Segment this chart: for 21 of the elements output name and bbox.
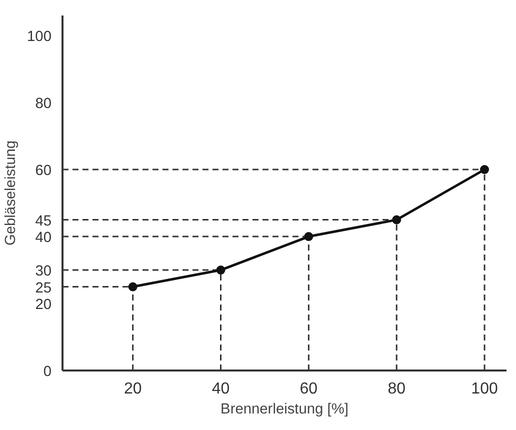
- point: [304, 232, 314, 242]
- point: [128, 282, 138, 292]
- y-tick-label: 60: [35, 163, 52, 180]
- y-tick-label: 25: [35, 280, 52, 296]
- point: [216, 266, 226, 275]
- y-tick-label: 0: [43, 364, 52, 380]
- x-tick-label: 20: [124, 380, 142, 398]
- y-tick-label: 80: [35, 96, 52, 112]
- x-tick-label: 80: [388, 380, 406, 398]
- y-tick-label: 20: [35, 297, 52, 314]
- x-tick-label: 40: [212, 380, 230, 398]
- x-tick-label: 60: [300, 380, 318, 398]
- point: [392, 215, 402, 224]
- y-tick-label: 100: [27, 29, 52, 46]
- x-tick-label: 100: [471, 380, 498, 398]
- y-axis-title: Gebläseleistung: [3, 140, 20, 246]
- point: [480, 165, 490, 174]
- y-tick-label: 30: [35, 264, 52, 280]
- y-tick-label: 45: [35, 213, 52, 230]
- y-tick-label: 40: [35, 230, 52, 246]
- x-axis-title: Brennerleistung [%]: [220, 402, 348, 418]
